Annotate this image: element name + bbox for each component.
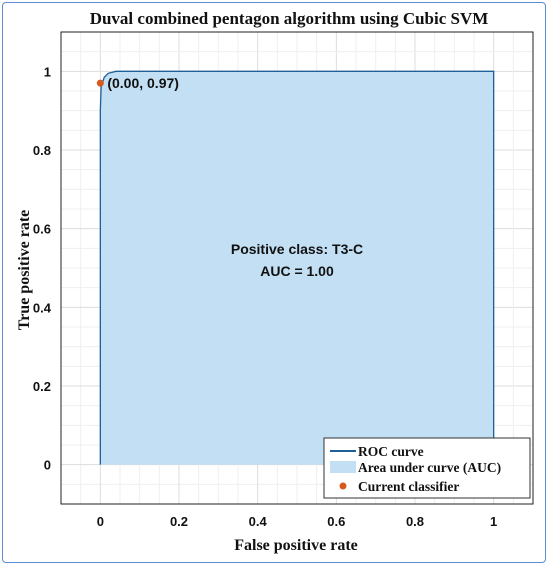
y-axis-label: True positive rate: [16, 210, 33, 331]
y-tick-label: 0.2: [33, 379, 51, 394]
x-tick-label: 0.8: [406, 514, 424, 529]
x-tick-label: 0: [97, 514, 104, 529]
annotation-positive-class: Positive class: T3-C: [231, 241, 363, 257]
legend-point-label: Current classifier: [358, 479, 459, 494]
chart-title: Duval combined pentagon algorithm using …: [90, 9, 489, 28]
x-tick-label: 1: [490, 514, 497, 529]
plot-area-border: [60, 31, 534, 505]
tick-labels: 0 0.2 0.4 0.6 0.8 1 0 0.2 0.4 0.6 0.8 1: [33, 64, 497, 529]
legend-roc-label: ROC curve: [358, 444, 424, 459]
classifier-point-layer: (0.00, 0.97): [96, 75, 179, 91]
x-tick-label: 0.2: [170, 514, 188, 529]
legend-point-swatch: [339, 482, 347, 490]
y-tick-label: 0.6: [33, 222, 51, 237]
x-tick-label: 0.6: [327, 514, 345, 529]
roc-curve-line: [99, 70, 495, 465]
legend-box: [323, 437, 531, 499]
roc-line-layer: [99, 70, 495, 465]
auc-area-layer: [100, 71, 494, 465]
y-tick-label: 0.4: [33, 300, 52, 315]
x-axis-label: False positive rate: [234, 537, 358, 554]
current-classifier-label: (0.00, 0.97): [107, 75, 179, 91]
y-tick-label: 0.8: [33, 143, 51, 158]
legend: ROC curve Area under curve (AUC) Current…: [323, 437, 531, 499]
x-tick-label: 0.4: [249, 514, 268, 529]
auc-area: [100, 71, 494, 465]
legend-auc-swatch: [330, 461, 356, 473]
y-tick-label: 1: [44, 64, 51, 79]
annotation-auc: AUC = 1.00: [260, 263, 334, 279]
legend-auc-label: Area under curve (AUC): [358, 460, 501, 475]
current-classifier-point: [96, 79, 104, 87]
y-tick-label: 0: [44, 458, 51, 473]
